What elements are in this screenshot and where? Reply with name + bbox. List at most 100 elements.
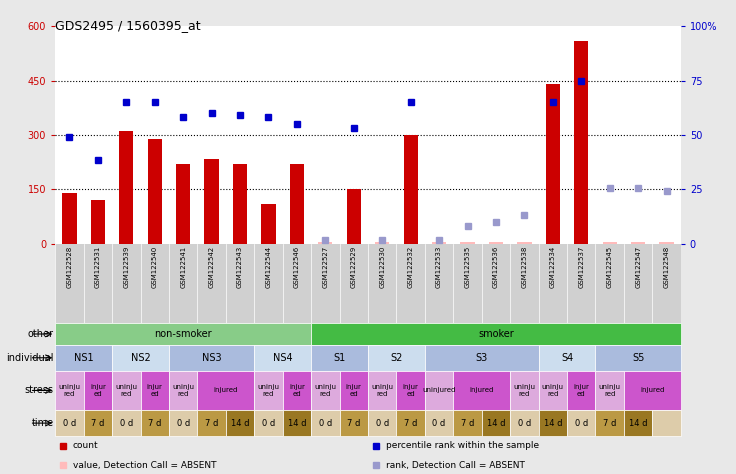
Bar	[397, 371, 425, 410]
Text: GSM122547: GSM122547	[635, 246, 641, 288]
Text: 14 d: 14 d	[544, 419, 562, 428]
Bar	[595, 371, 624, 410]
Text: NS4: NS4	[273, 353, 292, 363]
Bar	[539, 371, 567, 410]
Text: 0 d: 0 d	[63, 419, 76, 428]
Text: 0 d: 0 d	[517, 419, 531, 428]
Bar	[283, 410, 311, 436]
Bar	[311, 371, 339, 410]
Text: 0 d: 0 d	[120, 419, 133, 428]
Text: injured: injured	[470, 387, 494, 393]
Text: GSM122527: GSM122527	[322, 246, 328, 288]
Bar	[368, 410, 397, 436]
Bar	[169, 371, 197, 410]
Bar	[318, 242, 333, 244]
Text: GSM122544: GSM122544	[266, 246, 272, 288]
Text: 7 d: 7 d	[347, 419, 361, 428]
Text: percentile rank within the sample: percentile rank within the sample	[386, 441, 539, 450]
Bar	[482, 410, 510, 436]
Text: S5: S5	[632, 353, 644, 363]
Bar	[311, 410, 339, 436]
Text: 7 d: 7 d	[205, 419, 219, 428]
Text: S1: S1	[333, 353, 346, 363]
Bar	[63, 193, 77, 244]
Bar	[84, 371, 112, 410]
Text: injured: injured	[640, 387, 665, 393]
Text: GSM122542: GSM122542	[208, 246, 215, 288]
Bar	[510, 371, 539, 410]
Text: GSM122548: GSM122548	[664, 246, 670, 288]
Text: stress: stress	[25, 385, 54, 395]
Bar	[254, 410, 283, 436]
Text: other: other	[28, 329, 54, 339]
Text: 7 d: 7 d	[91, 419, 105, 428]
Bar	[631, 242, 645, 244]
Text: 0 d: 0 d	[433, 419, 446, 428]
Bar	[461, 242, 475, 244]
Text: GSM122539: GSM122539	[124, 246, 130, 288]
Text: uninju
red: uninju red	[58, 384, 80, 397]
Text: GSM122545: GSM122545	[606, 246, 612, 288]
Bar	[397, 410, 425, 436]
Text: GDS2495 / 1560395_at: GDS2495 / 1560395_at	[55, 19, 201, 32]
Text: 7 d: 7 d	[148, 419, 161, 428]
Bar	[254, 345, 311, 371]
Text: GSM122533: GSM122533	[436, 246, 442, 288]
Text: uninju
red: uninju red	[514, 384, 535, 397]
Bar	[545, 84, 560, 244]
Bar	[148, 138, 162, 244]
Bar	[283, 371, 311, 410]
Bar	[539, 345, 595, 371]
Text: 14 d: 14 d	[486, 419, 505, 428]
Text: individual: individual	[7, 353, 54, 363]
Bar	[112, 345, 169, 371]
Bar	[119, 131, 133, 244]
Bar	[91, 201, 105, 244]
Bar	[539, 410, 567, 436]
Bar	[574, 41, 588, 244]
Text: rank, Detection Call = ABSENT: rank, Detection Call = ABSENT	[386, 461, 524, 470]
Bar	[624, 410, 652, 436]
Text: injured: injured	[213, 387, 238, 393]
Bar	[432, 242, 446, 244]
Text: GSM122541: GSM122541	[180, 246, 186, 288]
Text: uninju
red: uninju red	[371, 384, 393, 397]
Text: 0 d: 0 d	[319, 419, 332, 428]
Bar	[339, 371, 368, 410]
Bar	[197, 410, 226, 436]
Text: uninju
red: uninju red	[542, 384, 564, 397]
Bar	[595, 410, 624, 436]
Bar	[425, 410, 453, 436]
Text: smoker: smoker	[478, 329, 514, 339]
Bar	[233, 164, 247, 244]
Bar	[347, 190, 361, 244]
Bar	[55, 371, 84, 410]
Text: 7 d: 7 d	[461, 419, 474, 428]
Text: 0 d: 0 d	[177, 419, 190, 428]
Bar	[453, 410, 482, 436]
Bar	[652, 410, 681, 436]
Text: GSM122534: GSM122534	[550, 246, 556, 288]
Text: uninju
red: uninju red	[314, 384, 336, 397]
Text: GSM122546: GSM122546	[294, 246, 300, 288]
Bar	[141, 371, 169, 410]
Text: GSM122530: GSM122530	[379, 246, 385, 288]
Text: non-smoker: non-smoker	[155, 329, 212, 339]
Bar	[55, 323, 311, 345]
Bar	[226, 410, 254, 436]
Bar	[425, 345, 539, 371]
Text: 7 d: 7 d	[404, 419, 417, 428]
Bar	[169, 410, 197, 436]
Text: GSM122538: GSM122538	[521, 246, 528, 288]
Text: GSM122536: GSM122536	[493, 246, 499, 288]
Text: GSM122537: GSM122537	[578, 246, 584, 288]
Text: injur
ed: injur ed	[403, 384, 419, 397]
Text: uninju
red: uninju red	[598, 384, 620, 397]
Text: 14 d: 14 d	[231, 419, 250, 428]
Text: GSM122543: GSM122543	[237, 246, 243, 288]
Text: NS2: NS2	[130, 353, 150, 363]
Bar	[567, 371, 595, 410]
Text: injur
ed: injur ed	[146, 384, 163, 397]
Text: S2: S2	[390, 353, 403, 363]
Bar	[55, 410, 84, 436]
